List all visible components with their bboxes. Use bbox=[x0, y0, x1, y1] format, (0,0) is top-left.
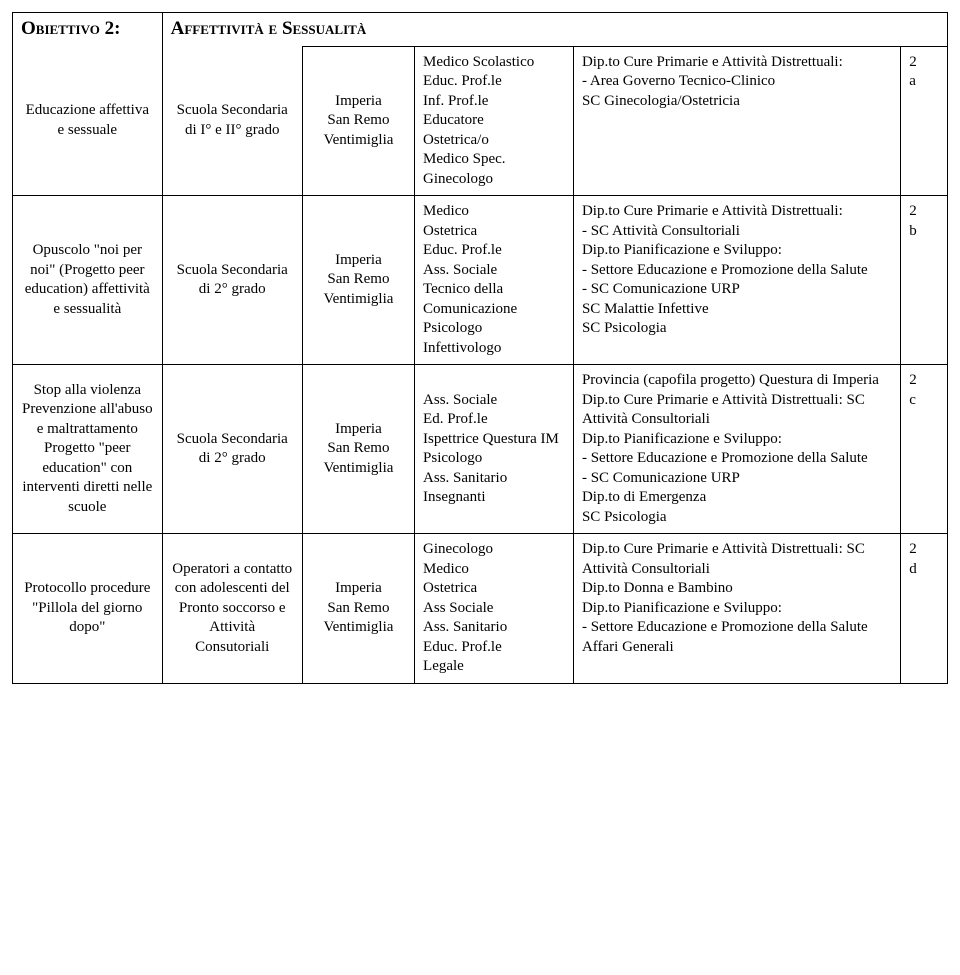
code: 2 d bbox=[901, 534, 948, 684]
activity-name: Opuscolo "noi per noi" (Progetto peer ed… bbox=[13, 196, 163, 365]
activity-name: Stop alla violenza Prevenzione all'abuso… bbox=[13, 365, 163, 534]
code: 2 c bbox=[901, 365, 948, 534]
table-row: Opuscolo "noi per noi" (Progetto peer ed… bbox=[13, 196, 948, 365]
locations: Imperia San Remo Ventimiglia bbox=[302, 534, 414, 684]
professionals: Ass. Sociale Ed. Prof.le Ispettrice Ques… bbox=[415, 365, 574, 534]
target-group: Scuola Secondaria di 2° grado bbox=[162, 196, 302, 365]
table-row: Educazione affettiva e sessuale Scuola S… bbox=[13, 46, 948, 196]
professionals: Medico Scolastico Educ. Prof.le Inf. Pro… bbox=[415, 46, 574, 196]
departments: Dip.to Cure Primarie e Attività Distrett… bbox=[573, 534, 900, 684]
header-row: Obiettivo 2: Affettività e Sessualità bbox=[13, 13, 948, 47]
objectives-table: Obiettivo 2: Affettività e Sessualità Ed… bbox=[12, 12, 948, 684]
code: 2 a bbox=[901, 46, 948, 196]
code: 2 b bbox=[901, 196, 948, 365]
professionals: Ginecologo Medico Ostetrica Ass Sociale … bbox=[415, 534, 574, 684]
professionals: Medico Ostetrica Educ. Prof.le Ass. Soci… bbox=[415, 196, 574, 365]
departments: Dip.to Cure Primarie e Attività Distrett… bbox=[573, 46, 900, 196]
table-row: Stop alla violenza Prevenzione all'abuso… bbox=[13, 365, 948, 534]
locations: Imperia San Remo Ventimiglia bbox=[302, 196, 414, 365]
objective-title: Affettività e Sessualità bbox=[162, 13, 947, 47]
departments: Dip.to Cure Primarie e Attività Distrett… bbox=[573, 196, 900, 365]
departments: Provincia (capofila progetto) Questura d… bbox=[573, 365, 900, 534]
target-group: Scuola Secondaria di I° e II° grado bbox=[162, 46, 302, 196]
target-group: Scuola Secondaria di 2° grado bbox=[162, 365, 302, 534]
locations: Imperia San Remo Ventimiglia bbox=[302, 365, 414, 534]
locations: Imperia San Remo Ventimiglia bbox=[302, 46, 414, 196]
objective-label: Obiettivo 2: bbox=[13, 13, 163, 47]
activity-name: Educazione affettiva e sessuale bbox=[13, 46, 163, 196]
table-row: Protocollo procedure "Pillola del giorno… bbox=[13, 534, 948, 684]
activity-name: Protocollo procedure "Pillola del giorno… bbox=[13, 534, 163, 684]
target-group: Operatori a contatto con adolescenti del… bbox=[162, 534, 302, 684]
